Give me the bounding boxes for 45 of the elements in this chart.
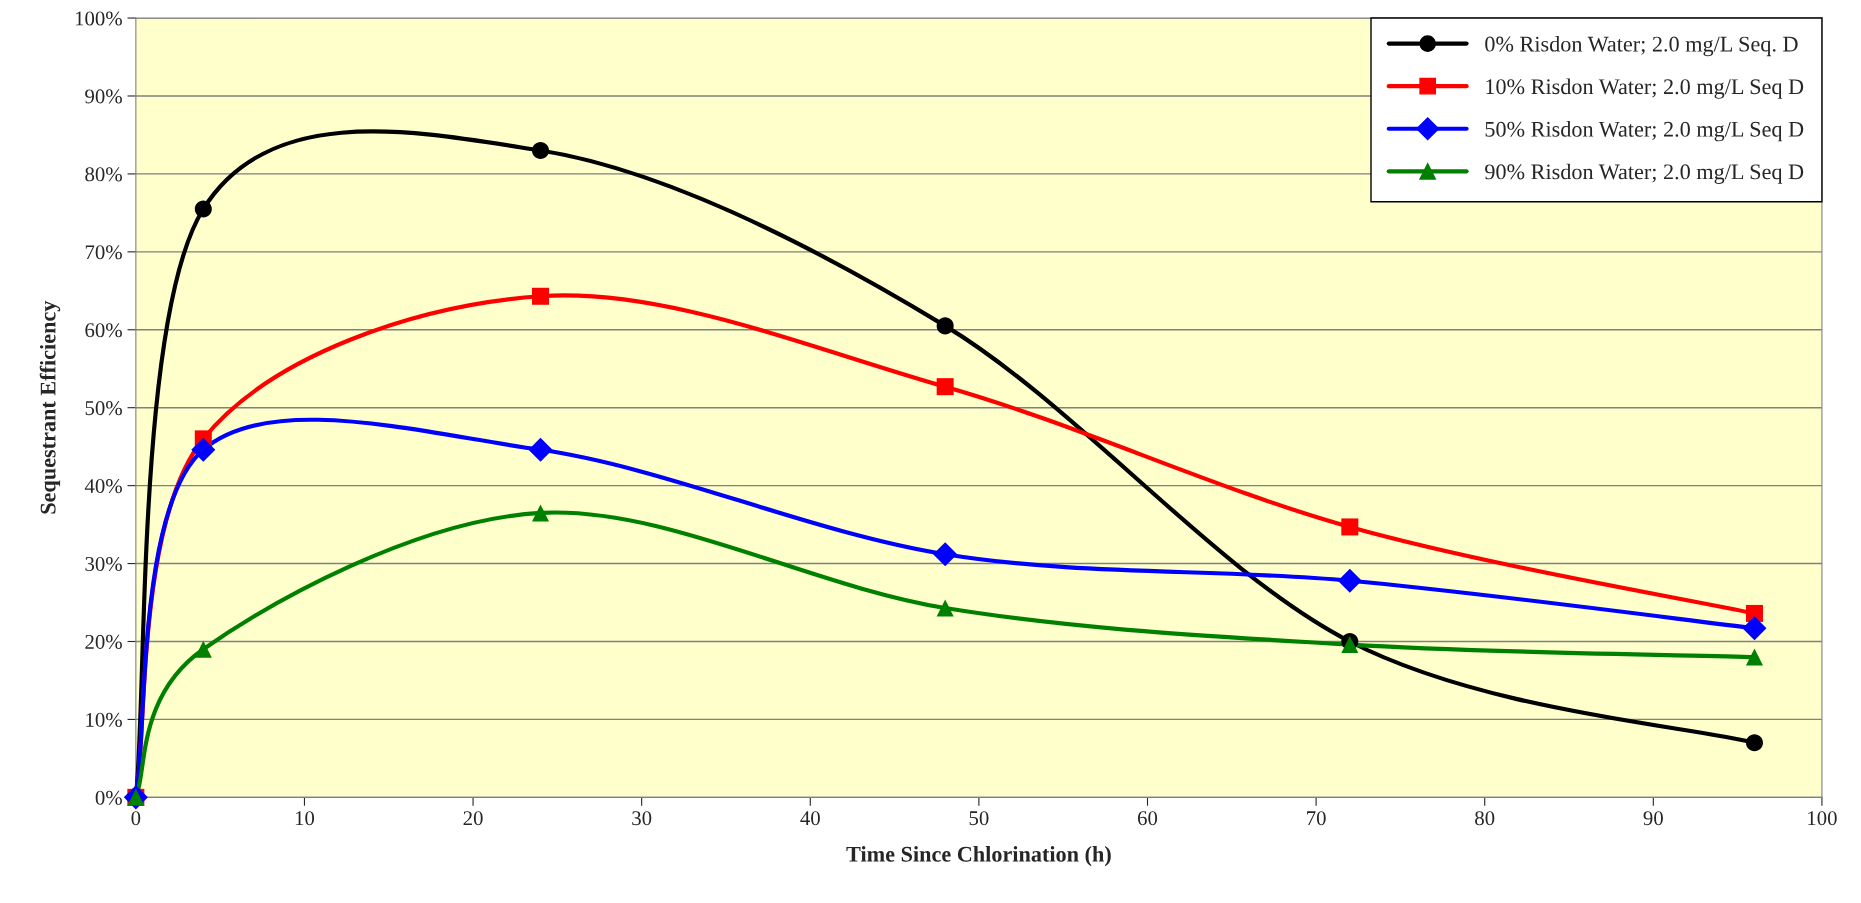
y-tick-label: 100%	[75, 11, 122, 26]
y-tick-label: 0%	[95, 790, 122, 805]
point	[1745, 734, 1763, 752]
point	[1745, 648, 1763, 666]
x-tick-label: 80	[1475, 811, 1495, 826]
y-tick-label: 10%	[86, 712, 122, 727]
x-tick-label: 0	[131, 811, 141, 826]
point	[194, 640, 212, 658]
point	[1742, 616, 1767, 641]
x-tick-label: 70	[1307, 811, 1326, 826]
legend-label: 90% Risdon Water; 2.0 mg/L Seq D	[1485, 163, 1804, 184]
x-axis-title: Time Since Chlorination (h)	[846, 846, 1111, 867]
y-tick-label: 80%	[85, 167, 122, 182]
x-tick-label: 20	[463, 811, 483, 826]
point	[933, 542, 958, 567]
point	[532, 142, 550, 160]
legend-label: 0% Risdon Water; 2.0 mg/L Seq. D	[1485, 35, 1798, 57]
y-tick-label: 50%	[85, 401, 122, 416]
point	[936, 599, 954, 617]
x-tick-label: 30	[632, 811, 652, 826]
y-tick-label: 70%	[85, 245, 122, 260]
point	[532, 287, 550, 305]
point	[936, 378, 954, 396]
y-tick-label: 60%	[85, 323, 122, 338]
point	[194, 200, 212, 218]
y-tick-label: 30%	[85, 556, 122, 572]
x-tick-label: 10	[295, 811, 315, 826]
legend-label: 50% Risdon Water; 2.0 mg/L Seq D	[1485, 121, 1804, 142]
x-tick-label: 60	[1137, 811, 1158, 826]
point	[528, 437, 553, 462]
x-tick-label: 50	[969, 811, 989, 826]
point	[191, 437, 216, 462]
y-tick-label: 40%	[84, 479, 122, 494]
y-tick-label: 20%	[85, 634, 122, 649]
point	[1341, 518, 1359, 536]
legend-label: 10% Risdon Water; 2.0 mg/L Seq D	[1486, 78, 1804, 99]
point	[936, 317, 954, 335]
y-axis-title: Sequestrant Efficiency	[39, 300, 61, 514]
point	[532, 504, 550, 522]
x-tick-label: 90	[1643, 811, 1663, 826]
point	[1341, 636, 1359, 654]
point	[1337, 568, 1362, 593]
y-tick-label: 90%	[85, 89, 122, 104]
x-tick-label: 100	[1808, 811, 1837, 826]
x-tick-label: 40	[800, 811, 820, 826]
